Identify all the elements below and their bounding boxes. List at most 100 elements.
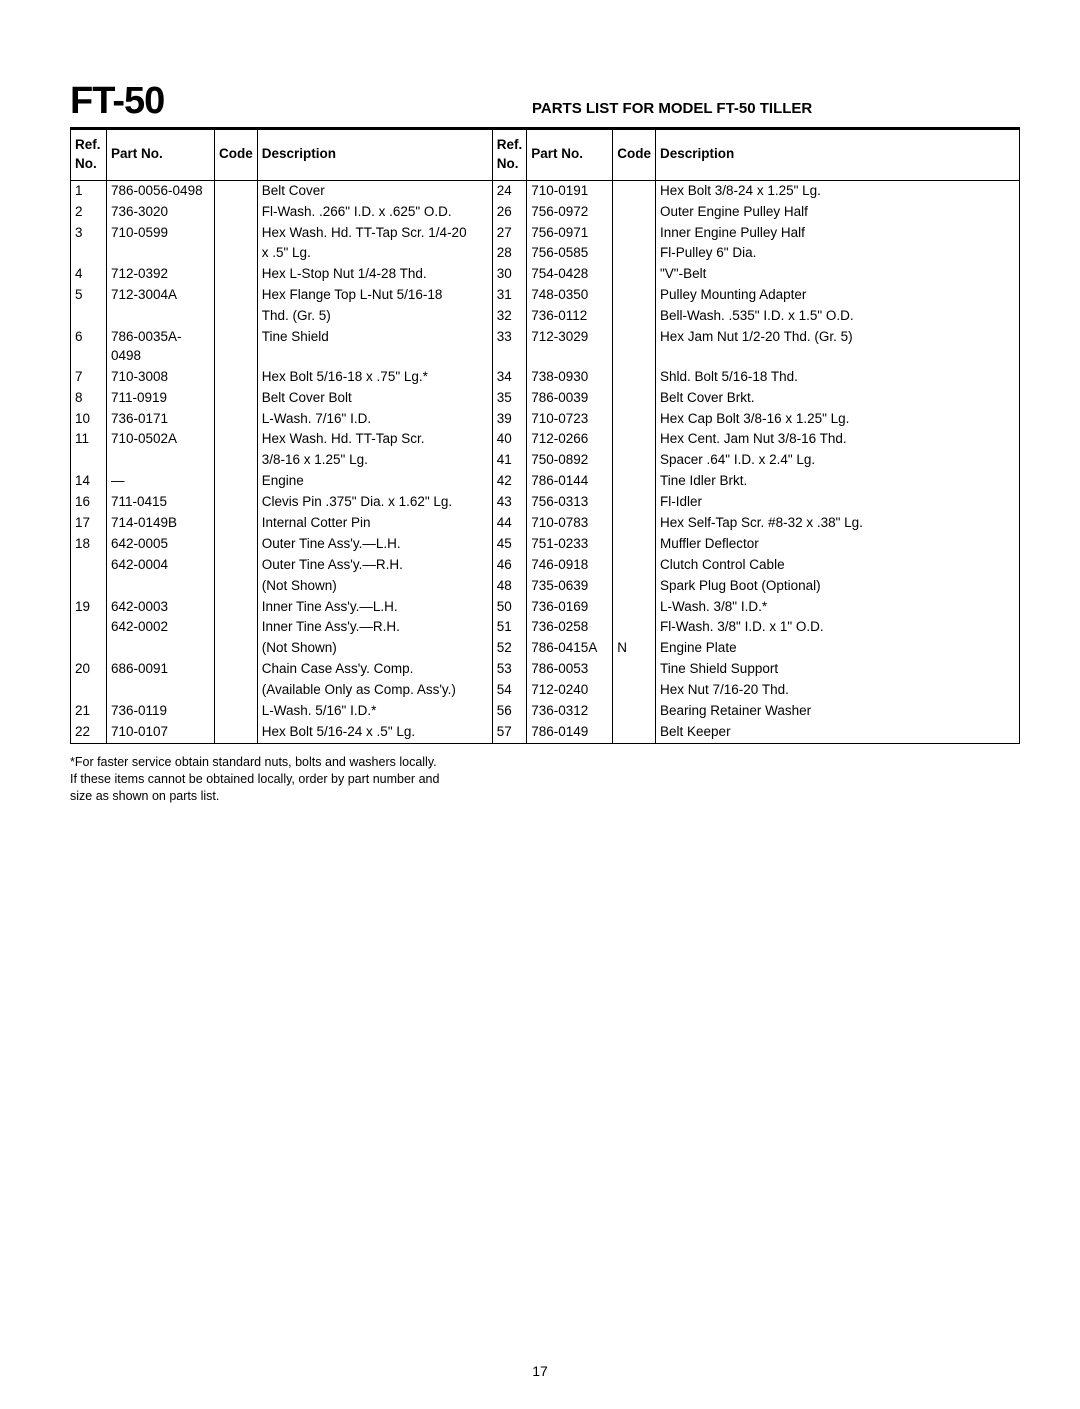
- table-cell: [215, 306, 258, 327]
- table-cell: (Not Shown): [257, 576, 492, 597]
- table-cell: Bearing Retainer Washer: [656, 701, 1020, 722]
- table-cell: [107, 450, 215, 471]
- table-cell: 40: [492, 429, 527, 450]
- table-cell: [613, 285, 656, 306]
- column-header: Code: [215, 130, 258, 181]
- table-cell: [613, 576, 656, 597]
- table-cell: [107, 680, 215, 701]
- table-row: 17714-0149BInternal Cotter Pin44710-0783…: [71, 513, 1020, 534]
- table-cell: L-Wash. 5/16" I.D.*: [257, 701, 492, 722]
- table-row: 11710-0502AHex Wash. Hd. TT-Tap Scr.4071…: [71, 429, 1020, 450]
- table-cell: [71, 306, 107, 327]
- table-cell: Thd. (Gr. 5): [257, 306, 492, 327]
- table-row: 5712-3004AHex Flange Top L-Nut 5/16-1831…: [71, 285, 1020, 306]
- table-cell: 10: [71, 409, 107, 430]
- table-cell: 736-3020: [107, 202, 215, 223]
- table-cell: [613, 659, 656, 680]
- table-row: 6786-0035A-0498Tine Shield33712-3029Hex …: [71, 327, 1020, 367]
- table-row: 642-0002Inner Tine Ass'y.—R.H.51736-0258…: [71, 617, 1020, 638]
- table-row: 7710-3008Hex Bolt 5/16-18 x .75" Lg.*347…: [71, 367, 1020, 388]
- header-row: FT-50 PARTS LIST FOR MODEL FT-50 TILLER: [70, 80, 1020, 123]
- table-cell: 710-3008: [107, 367, 215, 388]
- table-cell: 50: [492, 597, 527, 618]
- table-cell: 710-0502A: [107, 429, 215, 450]
- table-cell: 756-0585: [527, 243, 613, 264]
- table-cell: Tine Shield Support: [656, 659, 1020, 680]
- table-row: 19642-0003Inner Tine Ass'y.—L.H.50736-01…: [71, 597, 1020, 618]
- table-cell: 738-0930: [527, 367, 613, 388]
- table-cell: 714-0149B: [107, 513, 215, 534]
- table-cell: 26: [492, 202, 527, 223]
- table-cell: [215, 327, 258, 367]
- table-row: (Not Shown)48735-0639Spark Plug Boot (Op…: [71, 576, 1020, 597]
- table-cell: [613, 223, 656, 244]
- table-cell: 33: [492, 327, 527, 367]
- table-cell: 24: [492, 180, 527, 201]
- table-cell: [613, 388, 656, 409]
- table-cell: Hex Bolt 5/16-18 x .75" Lg.*: [257, 367, 492, 388]
- table-cell: Hex Wash. Hd. TT-Tap Scr. 1/4-20: [257, 223, 492, 244]
- table-cell: 52: [492, 638, 527, 659]
- table-cell: [613, 513, 656, 534]
- table-cell: x .5" Lg.: [257, 243, 492, 264]
- table-cell: 756-0971: [527, 223, 613, 244]
- column-header: Code: [613, 130, 656, 181]
- table-cell: [613, 555, 656, 576]
- table-cell: [613, 429, 656, 450]
- table-row: 1786-0056-0498Belt Cover24710-0191Hex Bo…: [71, 180, 1020, 201]
- table-cell: 51: [492, 617, 527, 638]
- table-row: (Not Shown)52786-0415ANEngine Plate: [71, 638, 1020, 659]
- table-cell: 736-0119: [107, 701, 215, 722]
- table-cell: 746-0918: [527, 555, 613, 576]
- table-cell: [613, 450, 656, 471]
- model-heading: FT-50: [70, 80, 164, 123]
- table-cell: Hex Jam Nut 1/2-20 Thd. (Gr. 5): [656, 327, 1020, 367]
- table-cell: [215, 388, 258, 409]
- table-cell: [215, 264, 258, 285]
- table-cell: 32: [492, 306, 527, 327]
- table-cell: Bell-Wash. .535" I.D. x 1.5" O.D.: [656, 306, 1020, 327]
- table-cell: Shld. Bolt 5/16-18 Thd.: [656, 367, 1020, 388]
- table-cell: 16: [71, 492, 107, 513]
- table-cell: [215, 409, 258, 430]
- table-cell: [215, 450, 258, 471]
- table-row: 2736-3020Fl-Wash. .266" I.D. x .625" O.D…: [71, 202, 1020, 223]
- table-cell: [613, 534, 656, 555]
- table-cell: 3: [71, 223, 107, 244]
- table-cell: Hex Cap Bolt 3/8-16 x 1.25" Lg.: [656, 409, 1020, 430]
- table-cell: [613, 617, 656, 638]
- table-cell: [215, 429, 258, 450]
- table-cell: Outer Engine Pulley Half: [656, 202, 1020, 223]
- table-cell: 750-0892: [527, 450, 613, 471]
- table-cell: [613, 680, 656, 701]
- column-header: Description: [656, 130, 1020, 181]
- table-cell: 28: [492, 243, 527, 264]
- table-body: 1786-0056-0498Belt Cover24710-0191Hex Bo…: [71, 180, 1020, 743]
- table-cell: [215, 243, 258, 264]
- table-cell: 3/8-16 x 1.25" Lg.: [257, 450, 492, 471]
- table-cell: Belt Cover Brkt.: [656, 388, 1020, 409]
- table-cell: Belt Keeper: [656, 722, 1020, 743]
- table-cell: 786-0035A-0498: [107, 327, 215, 367]
- table-cell: 34: [492, 367, 527, 388]
- table-cell: 786-0039: [527, 388, 613, 409]
- table-cell: 14: [71, 471, 107, 492]
- table-cell: "V"-Belt: [656, 264, 1020, 285]
- table-cell: [107, 243, 215, 264]
- table-cell: 756-0972: [527, 202, 613, 223]
- table-cell: [71, 638, 107, 659]
- table-cell: 27: [492, 223, 527, 244]
- table-cell: [71, 555, 107, 576]
- table-row: 8711-0919Belt Cover Bolt35786-0039Belt C…: [71, 388, 1020, 409]
- table-cell: 53: [492, 659, 527, 680]
- table-cell: Inner Tine Ass'y.—R.H.: [257, 617, 492, 638]
- column-header: Ref.No.: [492, 130, 527, 181]
- table-cell: Chain Case Ass'y. Comp.: [257, 659, 492, 680]
- table-cell: 736-0112: [527, 306, 613, 327]
- table-cell: Fl-Wash. 3/8" I.D. x 1" O.D.: [656, 617, 1020, 638]
- table-cell: Inner Tine Ass'y.—L.H.: [257, 597, 492, 618]
- table-cell: 19: [71, 597, 107, 618]
- table-cell: Hex L-Stop Nut 1/4-28 Thd.: [257, 264, 492, 285]
- table-cell: 21: [71, 701, 107, 722]
- table-cell: 712-0240: [527, 680, 613, 701]
